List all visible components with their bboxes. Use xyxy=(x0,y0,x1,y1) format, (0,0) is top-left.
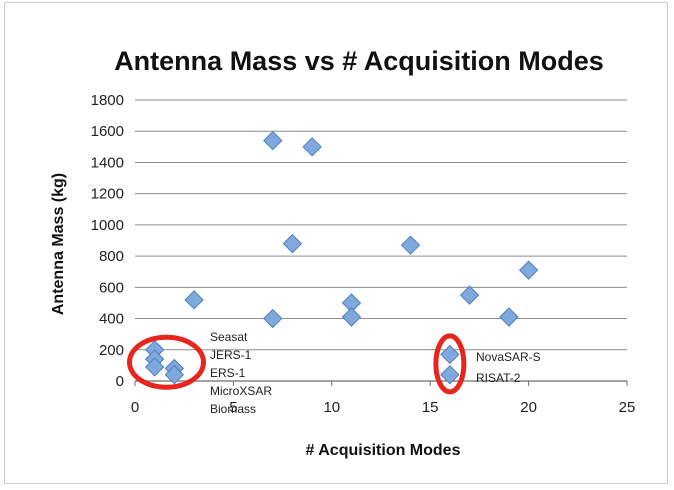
axes xyxy=(134,380,628,386)
y-tick-label: 600 xyxy=(99,279,124,296)
data-point-diamond xyxy=(184,290,204,310)
data-point-diamond xyxy=(459,285,480,305)
y-tick-label: 1400 xyxy=(91,154,124,171)
x-tick-label: 20 xyxy=(520,399,537,416)
data-point-diamond xyxy=(282,233,303,254)
highlight-circle-right xyxy=(433,333,467,395)
point-label: Seasat xyxy=(210,330,248,344)
y-tick-label: 400 xyxy=(99,311,124,328)
y-tick-label: 200 xyxy=(99,342,124,359)
x-axis-title: # Acquisition Modes xyxy=(306,442,461,459)
data-point-diamond xyxy=(400,235,421,255)
point-label: JERS-1 xyxy=(210,348,252,362)
data-point-diamond xyxy=(263,130,283,151)
data-point-diamond xyxy=(302,137,322,157)
data-point-diamond xyxy=(518,260,539,280)
data-point-diamond xyxy=(164,365,185,385)
point-label: RISAT-2 xyxy=(476,371,521,385)
point-label: ERS-1 xyxy=(210,366,246,380)
chart-title: Antenna Mass vs # Acquisition Modes xyxy=(114,46,604,76)
y-tick-label: 0 xyxy=(116,373,124,390)
data-point-diamond xyxy=(440,344,460,365)
x-tick-label: 10 xyxy=(323,399,340,416)
y-tick-label: 1600 xyxy=(91,123,124,140)
data-point-diamond xyxy=(144,357,165,377)
y-tick-label: 1000 xyxy=(91,217,124,234)
chart-frame: Antenna Mass vs # Acquisition Modes 0 200… xyxy=(4,2,668,484)
tick-labels: 0 200 400 600 800 1000 1200 1400 1600 1800 0 5 10 15 2… xyxy=(91,92,636,416)
point-label: Biomass xyxy=(210,402,256,416)
x-tick-label: 5 xyxy=(229,399,237,416)
data-point-diamond xyxy=(440,365,460,385)
data-point-diamond xyxy=(341,307,362,327)
highlight-circles xyxy=(126,333,467,395)
y-axis-title: Antenna Mass (kg) xyxy=(50,173,67,315)
y-tick-label: 800 xyxy=(99,248,124,265)
gridlines xyxy=(135,99,627,351)
point-label: NovaSAR-S xyxy=(476,350,541,364)
scatter-chart: Antenna Mass vs # Acquisition Modes 0200… xyxy=(50,46,636,459)
highlight-circle-left xyxy=(126,334,206,390)
x-tick-label: 0 xyxy=(131,399,139,416)
point-label: MicroXSAR xyxy=(210,384,272,398)
y-tick-label: 1800 xyxy=(91,92,124,109)
x-tick-label: 15 xyxy=(422,399,439,416)
x-tick-label: 25 xyxy=(619,399,636,416)
data-point-diamond xyxy=(263,308,283,329)
y-tick-label: 1200 xyxy=(91,186,124,203)
data-point-diamond xyxy=(499,307,519,327)
data-points xyxy=(144,130,539,385)
point-annotations: Seasat JERS-1 ERS-1 MicroXSAR Biomass NovaSAR… xyxy=(210,330,541,416)
